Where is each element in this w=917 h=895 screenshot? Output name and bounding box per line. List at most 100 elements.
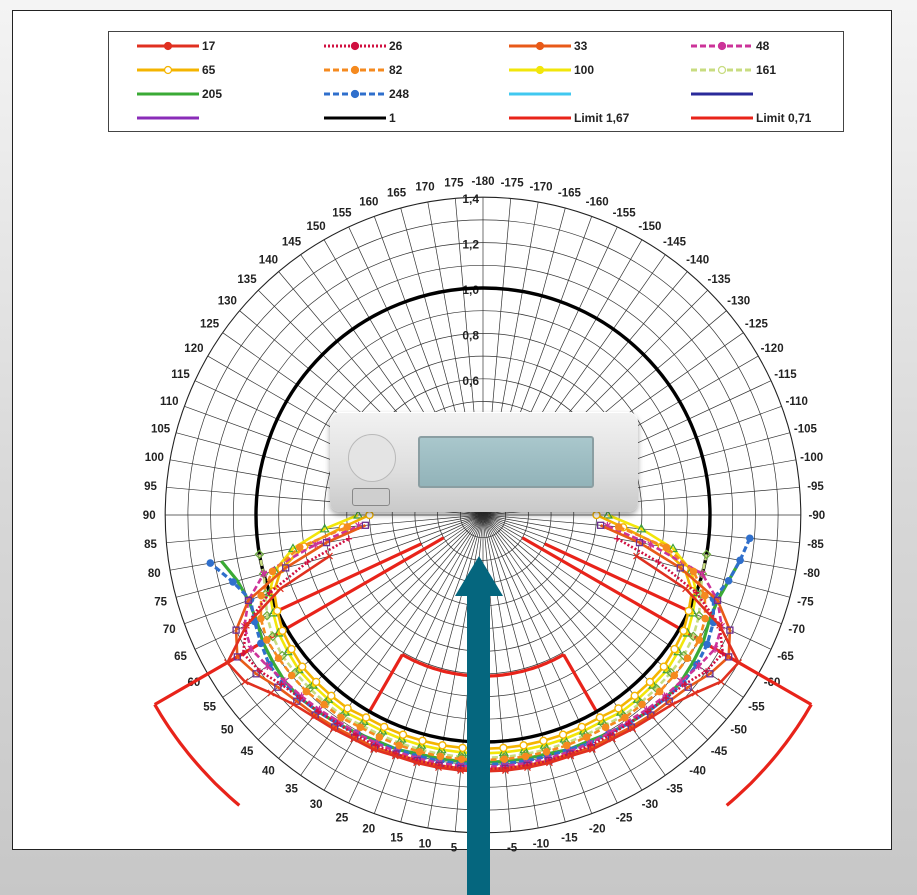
legend-item: 33 — [507, 36, 587, 56]
data-point — [519, 741, 528, 750]
data-point — [277, 650, 288, 661]
data-point — [724, 577, 733, 585]
data-point — [695, 662, 703, 670]
limit-line — [368, 653, 404, 713]
data-point — [322, 538, 331, 547]
data-point — [287, 644, 296, 654]
data-point — [365, 510, 374, 520]
data-point — [232, 626, 240, 634]
data-point — [326, 552, 333, 560]
angle-tick-label: -35 — [666, 783, 683, 795]
data-point — [719, 650, 726, 657]
data-point — [539, 736, 548, 745]
data-point — [648, 713, 656, 721]
data-point — [614, 535, 621, 542]
data-point — [614, 523, 623, 531]
legend-label: 1 — [389, 111, 396, 125]
data-point — [665, 697, 673, 705]
limit-line — [153, 536, 445, 706]
data-point — [415, 748, 424, 756]
limit-line — [562, 653, 598, 713]
angle-tick-label: -95 — [807, 481, 824, 493]
data-point — [242, 621, 250, 629]
data-point — [268, 567, 277, 576]
data-point — [498, 747, 509, 756]
data-point — [703, 640, 711, 649]
data-point — [398, 730, 408, 739]
legend-swatch — [509, 41, 571, 51]
data-point — [682, 585, 690, 593]
angle-tick-label: -120 — [761, 343, 784, 355]
angle-tick-label: -55 — [748, 702, 765, 714]
data-point — [457, 767, 465, 774]
angle-tick-label: -110 — [786, 396, 808, 408]
legend-item: 1 — [322, 108, 396, 128]
angle-tick-label: 95 — [144, 481, 157, 493]
angle-tick-label: -115 — [774, 369, 797, 381]
data-point — [736, 556, 744, 565]
data-point — [567, 752, 575, 760]
legend-item — [135, 108, 202, 128]
angle-tick-label: -160 — [586, 196, 609, 208]
radial-tick-label: 1,4 — [462, 192, 479, 206]
legend-swatch-marker — [350, 89, 360, 99]
data-point — [244, 596, 253, 605]
data-point — [670, 671, 679, 680]
data-point — [545, 759, 553, 767]
data-point — [295, 543, 304, 552]
limit-line — [153, 703, 241, 807]
data-point — [746, 534, 754, 543]
data-point — [206, 559, 215, 567]
legend-swatch-marker — [350, 65, 360, 75]
angle-tick-label: 10 — [419, 839, 432, 851]
data-point — [319, 523, 330, 533]
data-point — [334, 720, 341, 727]
radial-tick-label: 1,2 — [462, 238, 479, 252]
data-point — [353, 509, 364, 519]
angle-tick-label: 75 — [154, 596, 167, 608]
angle-tick-label: 15 — [390, 832, 403, 844]
data-point — [703, 668, 710, 675]
angle-tick-label: 155 — [332, 208, 352, 220]
angle-tick-label: -10 — [533, 839, 550, 851]
angle-tick-label: -40 — [689, 766, 706, 778]
angle-tick-label: -85 — [807, 539, 824, 551]
angle-tick-label: -125 — [745, 319, 769, 331]
data-point — [595, 713, 605, 722]
data-point — [343, 523, 352, 531]
data-point — [256, 668, 263, 675]
data-point — [457, 747, 468, 756]
legend-item — [689, 84, 756, 104]
data-point — [345, 535, 352, 542]
radial-tick-label: 0,8 — [462, 328, 479, 342]
angle-tick-label: 5 — [451, 843, 458, 855]
data-point — [263, 662, 271, 670]
angle-tick-label: -155 — [613, 208, 637, 220]
angle-tick-label: -150 — [638, 221, 661, 233]
grid-spoke — [184, 514, 484, 625]
data-point — [293, 697, 301, 705]
data-point — [310, 713, 318, 721]
legend-swatch — [324, 116, 386, 120]
legend-item: 48 — [689, 36, 769, 56]
data-point — [281, 677, 289, 686]
legend-item: 248 — [322, 84, 409, 104]
legend-swatch-marker — [717, 41, 727, 51]
data-point — [706, 670, 714, 678]
data-point — [698, 569, 706, 578]
legend-swatch — [691, 65, 753, 75]
angle-tick-label: 40 — [262, 766, 275, 778]
data-point — [327, 691, 336, 700]
data-point — [524, 764, 531, 772]
data-point — [262, 610, 272, 621]
legend-item — [507, 84, 574, 104]
legend-swatch — [509, 65, 571, 75]
legend-swatch-marker — [535, 65, 545, 75]
data-point — [257, 614, 265, 623]
data-point — [662, 543, 671, 552]
data-point — [677, 677, 685, 686]
legend-item: 26 — [322, 36, 402, 56]
angle-tick-label: -20 — [589, 824, 606, 836]
legend-label: 17 — [202, 39, 216, 53]
angle-tick-label: 55 — [203, 702, 216, 714]
